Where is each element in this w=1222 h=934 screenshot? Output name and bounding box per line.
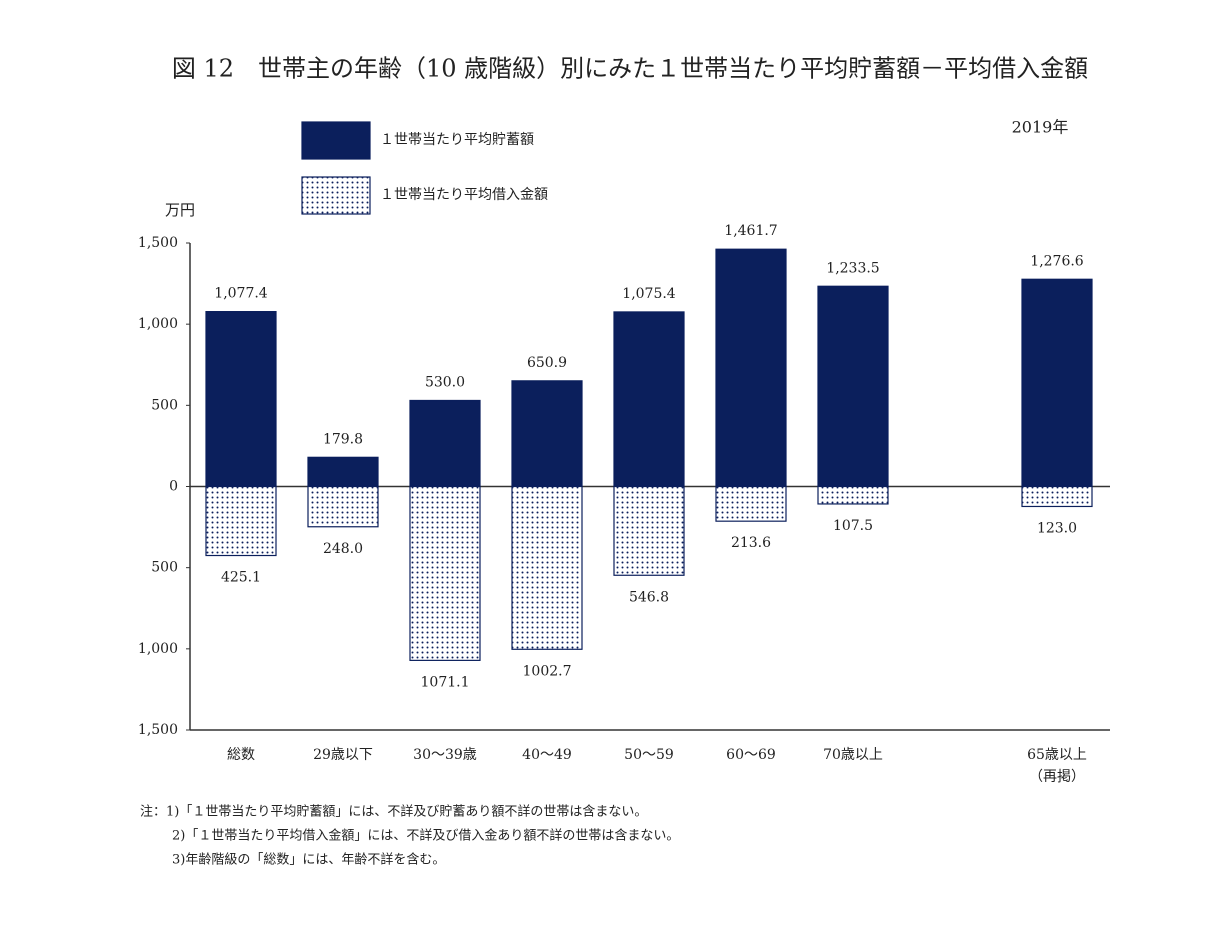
- bar: [205, 485, 277, 557]
- bar: [511, 485, 583, 650]
- note: 2)「１世帯当たり平均借入金額」には、不詳及び借入金あり額不詳の世帯は含まない。: [172, 828, 679, 844]
- bar: [1021, 485, 1093, 508]
- bar: [715, 485, 787, 522]
- x-tick-label: 70歳以上: [823, 747, 883, 763]
- x-tick-label: 50～59: [624, 747, 674, 763]
- value-label: 530.0: [425, 374, 465, 390]
- value-label: 248.0: [323, 541, 363, 557]
- bar: [1021, 278, 1093, 488]
- legend-label: １世帯当たり平均借入金額: [380, 187, 548, 203]
- x-tick-label: 65歳以上 （再掲）: [1027, 747, 1087, 785]
- legend-swatch: [301, 176, 371, 215]
- note: 注：1)「１世帯当たり平均貯蓄額」には、不詳及び貯蓄あり額不詳の世帯は含まない。: [140, 804, 647, 820]
- value-label: 1071.1: [421, 674, 470, 690]
- x-tick-label: 40～49: [522, 747, 572, 763]
- value-label: 1,276.6: [1030, 253, 1084, 269]
- value-label: 1,461.7: [724, 223, 777, 239]
- value-label: 650.9: [527, 355, 567, 371]
- bar: [409, 485, 481, 661]
- bar: [511, 380, 583, 488]
- y-tick-label: 1,000: [138, 316, 178, 332]
- bar: [715, 248, 787, 488]
- bar: [817, 485, 889, 505]
- legend-label: １世帯当たり平均貯蓄額: [380, 132, 534, 148]
- y-tick-label: 1,000: [138, 641, 178, 657]
- y-tick-label: 500: [151, 397, 178, 413]
- value-label: 1002.7: [523, 663, 572, 679]
- value-label: 546.8: [629, 589, 669, 605]
- bar: [817, 285, 889, 488]
- value-label: 107.5: [833, 518, 873, 534]
- y-tick-label: 1,500: [138, 722, 178, 738]
- value-label: 213.6: [731, 535, 771, 551]
- value-label: 179.8: [323, 431, 363, 447]
- bar: [409, 399, 481, 488]
- y-tick-label: 500: [151, 560, 178, 576]
- value-label: 123.0: [1037, 520, 1077, 536]
- legend-swatch: [301, 121, 371, 160]
- x-tick-label: 30～39歳: [413, 747, 477, 763]
- y-tick-label: 1,500: [138, 235, 178, 251]
- x-tick-label: 29歳以下: [313, 747, 373, 763]
- bar: [307, 456, 379, 488]
- chart-title: 図 12 世帯主の年齢（10 歳階級）別にみた１世帯当たり平均貯蓄額－平均借入金…: [172, 55, 1088, 83]
- value-label: 1,075.4: [622, 286, 676, 302]
- x-tick-label: 総数: [227, 747, 255, 763]
- value-label: 425.1: [221, 570, 261, 586]
- value-label: 1,233.5: [826, 260, 879, 276]
- note: 3)年齢階級の「総数」には、年齢不詳を含む。: [172, 852, 445, 868]
- x-tick-label: 60～69: [726, 747, 776, 763]
- bar: [205, 311, 277, 488]
- y-axis-label: 万円: [165, 201, 195, 219]
- value-label: 1,077.4: [214, 286, 268, 302]
- bar: [613, 311, 685, 488]
- bar: [307, 485, 379, 528]
- bar: [613, 485, 685, 576]
- chart-subtitle: 2019年: [1012, 118, 1069, 137]
- y-tick-label: 0: [169, 479, 178, 495]
